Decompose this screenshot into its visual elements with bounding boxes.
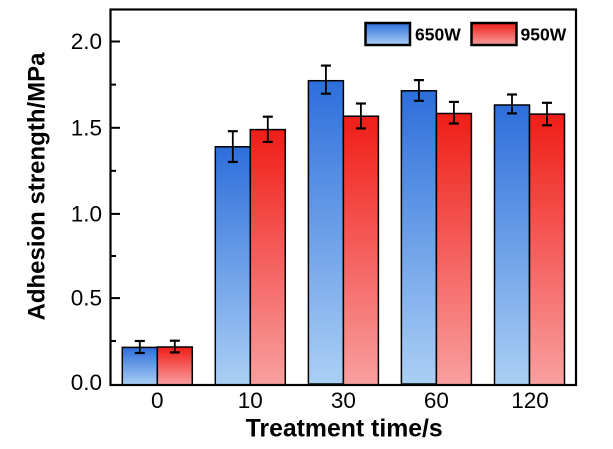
svg-text:1.5: 1.5	[71, 115, 102, 140]
svg-text:30: 30	[331, 388, 356, 413]
svg-text:Adhesion strength/MPa: Adhesion strength/MPa	[24, 52, 51, 321]
svg-text:950W: 950W	[521, 25, 567, 45]
svg-text:1.0: 1.0	[71, 201, 102, 226]
svg-text:0: 0	[151, 388, 164, 413]
svg-text:2.0: 2.0	[71, 29, 102, 54]
svg-text:120: 120	[511, 388, 549, 413]
svg-text:650W: 650W	[415, 25, 461, 45]
svg-text:60: 60	[424, 388, 449, 413]
svg-text:10: 10	[238, 388, 263, 413]
svg-text:Treatment time/s: Treatment time/s	[246, 416, 443, 443]
svg-text:0.0: 0.0	[71, 370, 102, 395]
svg-text:0.5: 0.5	[71, 286, 102, 311]
